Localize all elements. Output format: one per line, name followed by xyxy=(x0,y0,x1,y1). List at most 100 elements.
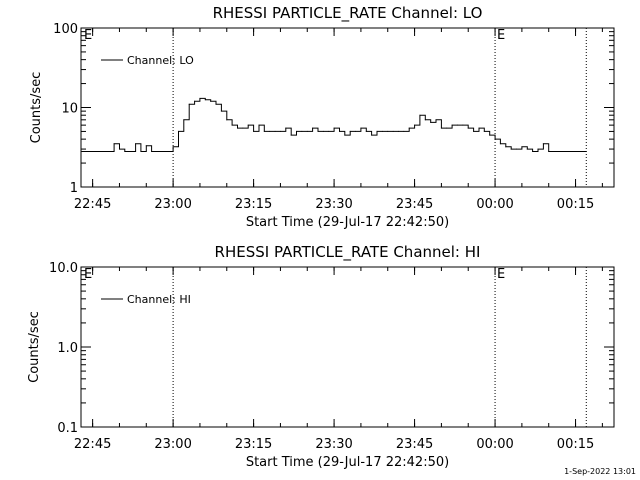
data-point xyxy=(440,127,442,129)
data-point xyxy=(381,130,383,132)
data-point xyxy=(569,150,571,152)
data-point xyxy=(317,130,319,132)
x-tick-label: 22:45 xyxy=(74,437,111,452)
data-point xyxy=(81,150,83,152)
panel-lo: RHESSI PARTICLE_RATE Channel: LO Counts/s… xyxy=(29,4,615,230)
data-point xyxy=(140,150,142,152)
data-point xyxy=(419,114,421,116)
data-point xyxy=(156,150,158,152)
data-point xyxy=(253,130,255,132)
data-point xyxy=(328,130,330,132)
data-point xyxy=(118,148,120,150)
data-point xyxy=(521,146,523,148)
data-point xyxy=(516,148,518,150)
data-point xyxy=(478,127,480,129)
data-point xyxy=(430,121,432,123)
data-point xyxy=(113,143,115,145)
data-point xyxy=(414,124,416,126)
data-point xyxy=(499,143,501,145)
y-axis-label: Counts/sec xyxy=(29,72,44,144)
data-point xyxy=(387,130,389,132)
data-point xyxy=(489,134,491,136)
x-tick-label: 00:15 xyxy=(557,197,594,212)
data-point xyxy=(108,150,110,152)
data-point xyxy=(322,130,324,132)
data-point xyxy=(102,150,104,152)
chart-title: RHESSI PARTICLE_RATE Channel: LO xyxy=(213,4,483,23)
data-point xyxy=(548,150,550,152)
data-point xyxy=(376,130,378,132)
data-point xyxy=(306,130,308,132)
data-point xyxy=(92,150,94,152)
corner-e-label: E xyxy=(84,267,92,282)
data-point xyxy=(172,146,174,148)
data-point xyxy=(258,124,260,126)
data-point xyxy=(558,150,560,152)
x-tick-label: 23:45 xyxy=(396,197,433,212)
panel-hi: RHESSI PARTICLE_RATE Channel: HI Counts/s… xyxy=(27,243,615,470)
data-point xyxy=(360,127,362,129)
data-point xyxy=(312,127,314,129)
x-tick-label: 23:45 xyxy=(396,437,433,452)
data-point xyxy=(338,130,340,132)
chart-title: RHESSI PARTICLE_RATE Channel: HI xyxy=(215,243,481,262)
y-tick-label: 10 xyxy=(61,102,78,117)
data-point xyxy=(403,130,405,132)
data-point xyxy=(161,150,163,152)
x-tick-label: 23:30 xyxy=(315,197,352,212)
data-point xyxy=(242,127,244,129)
y-tick-label: 100 xyxy=(53,22,78,37)
x-tick-label: 22:45 xyxy=(74,197,111,212)
data-point xyxy=(97,150,99,152)
x-tick-label: 23:30 xyxy=(315,437,352,452)
data-point xyxy=(575,150,577,152)
data-point xyxy=(183,119,185,121)
footer-date: 1-Sep-2022 13:01 xyxy=(564,467,636,476)
data-point xyxy=(231,124,233,126)
data-point xyxy=(424,119,426,121)
event-marker-label: E xyxy=(497,28,505,43)
x-axis-label: Start Time (29-Jul-17 22:42:50) xyxy=(246,215,449,230)
data-point xyxy=(467,127,469,129)
y-tick-label: 0.1 xyxy=(57,421,78,436)
x-tick-label: 23:00 xyxy=(154,197,191,212)
data-point xyxy=(505,146,507,148)
corner-e-label: E xyxy=(84,28,92,43)
x-tick-label: 00:15 xyxy=(557,437,594,452)
data-point xyxy=(290,134,292,136)
data-point xyxy=(580,150,582,152)
data-point xyxy=(537,148,539,150)
data-point xyxy=(204,99,206,101)
data-point xyxy=(215,103,217,105)
data-point xyxy=(344,134,346,136)
data-point xyxy=(397,130,399,132)
data-point xyxy=(194,100,196,102)
data-point xyxy=(279,130,281,132)
data-point xyxy=(237,127,239,129)
data-point xyxy=(494,138,496,140)
data-point xyxy=(553,150,555,152)
data-point xyxy=(220,110,222,112)
data-point xyxy=(167,150,169,152)
x-tick-label: 23:15 xyxy=(235,437,272,452)
data-point xyxy=(296,130,298,132)
data-point xyxy=(333,127,335,129)
data-point xyxy=(263,130,265,132)
data-point xyxy=(585,150,587,152)
data-point xyxy=(564,150,566,152)
y-axis-label: Counts/sec xyxy=(27,311,42,383)
data-point xyxy=(462,124,464,126)
data-point xyxy=(446,127,448,129)
data-point xyxy=(145,145,147,147)
data-point xyxy=(371,134,373,136)
data-point xyxy=(129,150,131,152)
data-point xyxy=(451,124,453,126)
x-tick-label: 00:00 xyxy=(476,197,513,212)
y-tick-label: 1.0 xyxy=(57,341,78,356)
data-point xyxy=(473,130,475,132)
legend-entry: Channel: HI xyxy=(127,293,191,306)
data-point xyxy=(408,127,410,129)
data-point xyxy=(435,119,437,121)
